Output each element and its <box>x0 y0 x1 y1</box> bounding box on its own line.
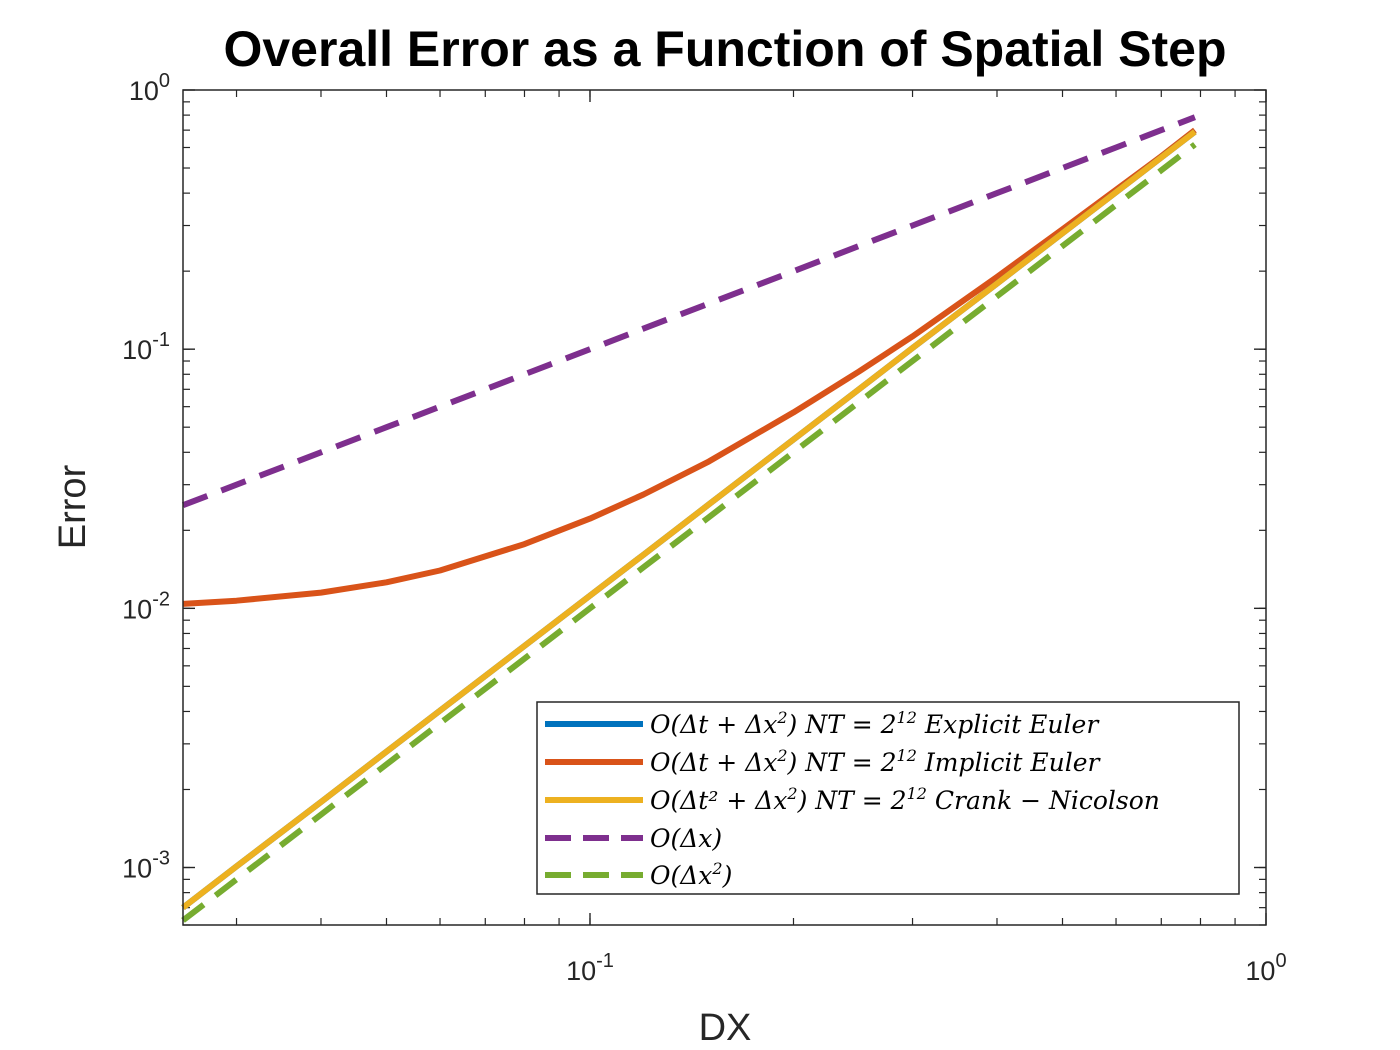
legend-label: O(Δt + Δx2) NT = 212 Explicit Euler <box>650 708 1100 739</box>
y-tick-label: 10-2 <box>122 588 170 624</box>
series-group <box>181 114 1197 923</box>
x-tick-labels: 10-1 100 <box>566 950 1287 986</box>
y-tick-label: 100 <box>129 70 170 106</box>
legend-label: O(Δt² + Δx2) NT = 212 Crank − Nicolson <box>650 784 1160 815</box>
legend-label: O(Δx2) <box>650 859 732 890</box>
chart-title: Overall Error as a Function of Spatial S… <box>223 21 1226 77</box>
series-line <box>181 114 1196 509</box>
x-tick-label: 100 <box>1245 950 1286 986</box>
axes-box <box>182 89 1267 926</box>
legend-box <box>536 701 1240 895</box>
y-axis-label: Error <box>52 464 94 549</box>
minor-ticks <box>183 90 1266 926</box>
x-tick-label: 10-1 <box>566 950 614 986</box>
legend-label: O(Δx) <box>650 824 722 853</box>
series-line <box>181 129 1197 910</box>
y-tick-label: 10-3 <box>122 848 170 884</box>
legend-label: O(Δt + Δx2) NT = 212 Implicit Euler <box>650 746 1102 777</box>
y-tick-label: 10-1 <box>122 329 170 365</box>
legend: O(Δt + Δx2) NT = 212 Explicit Euler O(Δt … <box>536 701 1240 895</box>
series-line <box>181 142 1197 923</box>
x-axis-label: DX <box>699 1007 752 1049</box>
y-tick-labels: 10-3 10-2 10-1 100 <box>122 70 170 884</box>
